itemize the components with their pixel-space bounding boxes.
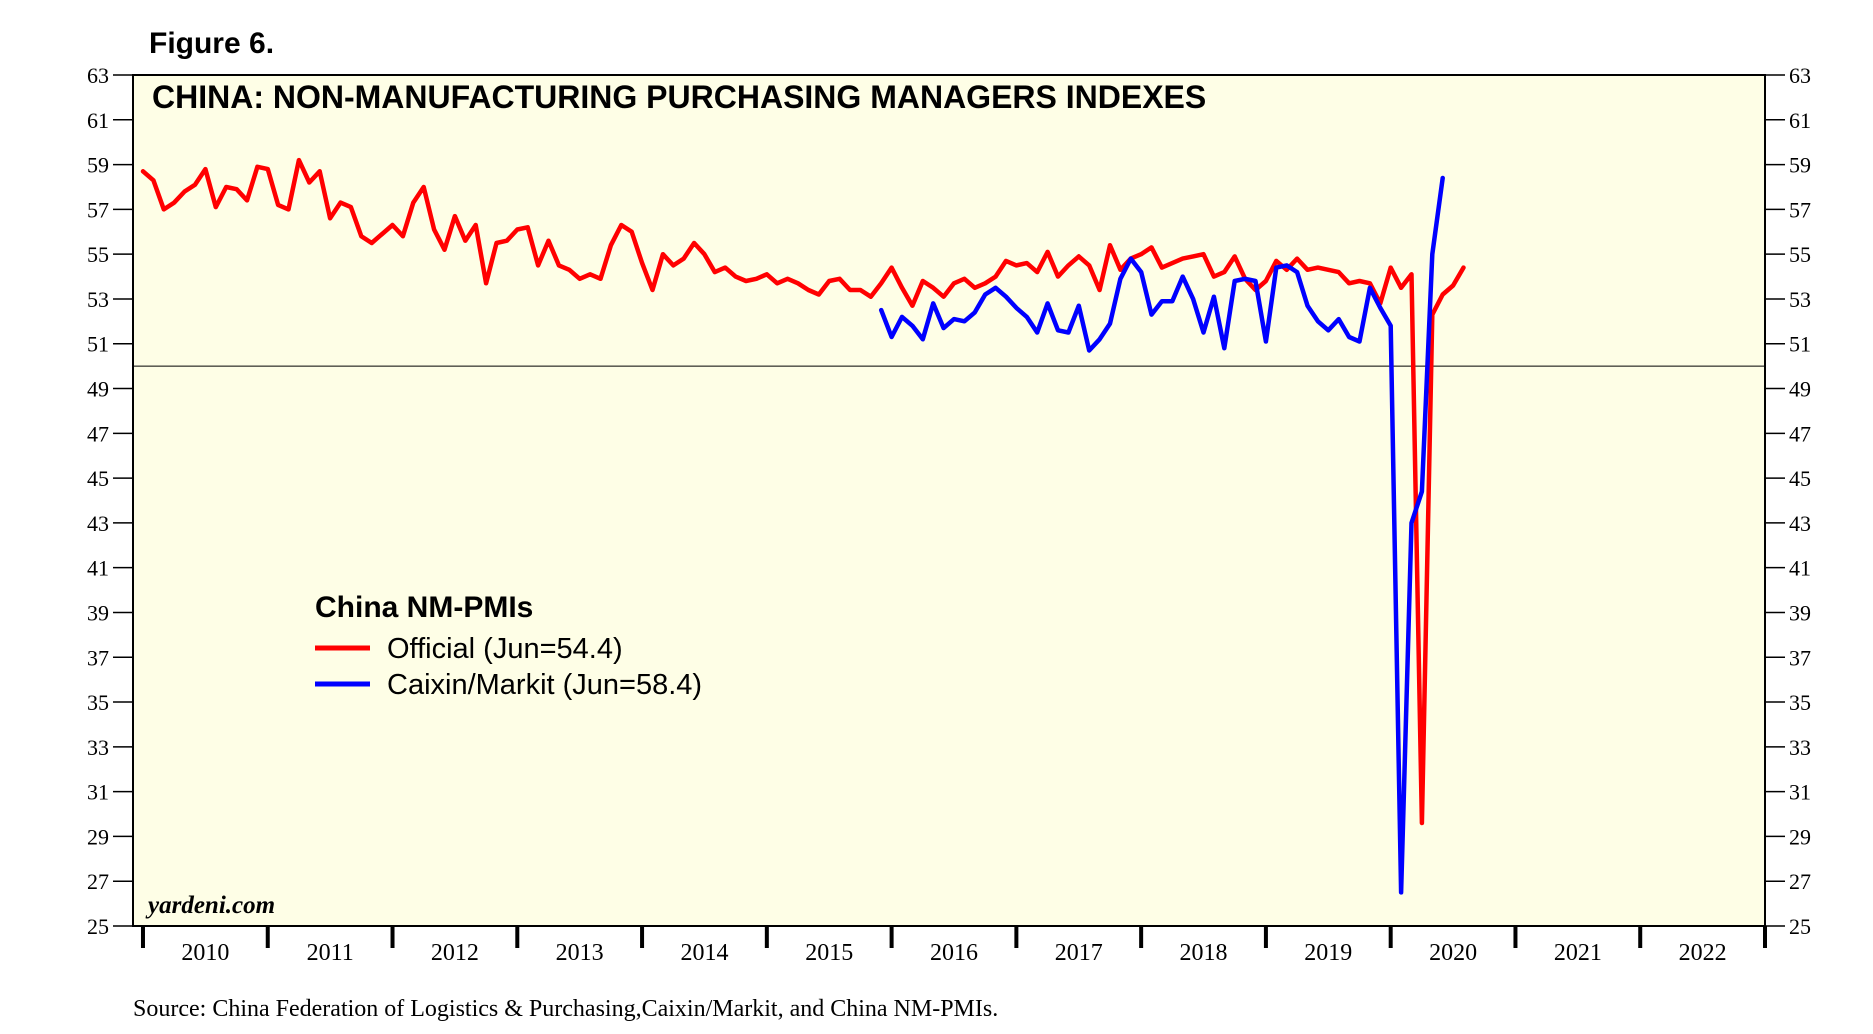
y-tick-label-left: 59 <box>87 153 109 178</box>
series-layer <box>140 157 1466 895</box>
y-tick-label-right: 55 <box>1789 242 1811 267</box>
y-tick-label-left: 37 <box>87 645 109 670</box>
x-tick-label: 2017 <box>1055 940 1103 966</box>
y-tick-label-right: 27 <box>1789 869 1811 894</box>
y-tick-label-right: 63 <box>1789 63 1811 88</box>
x-tick-label: 2018 <box>1180 940 1228 966</box>
x-tick-label: 2019 <box>1304 940 1352 966</box>
y-tick-label-right: 47 <box>1789 421 1811 446</box>
y-tick-label-right: 53 <box>1789 287 1811 312</box>
y-tick-label-right: 61 <box>1789 108 1811 133</box>
y-tick-label-left: 29 <box>87 824 109 849</box>
y-tick-label-left: 41 <box>87 556 109 581</box>
y-tick-label-left: 49 <box>87 377 109 402</box>
y-tick-label-left: 31 <box>87 780 109 805</box>
x-tick-label: 2014 <box>680 940 728 966</box>
y-tick-label-right: 31 <box>1789 780 1811 805</box>
y-tick-label-right: 39 <box>1789 600 1811 625</box>
y-tick-label-left: 57 <box>87 197 109 222</box>
y-tick-label-left: 27 <box>87 869 109 894</box>
x-tick-label: 2021 <box>1554 940 1602 966</box>
x-tick-label: 2013 <box>556 940 604 966</box>
y-tick-label-left: 63 <box>87 63 109 88</box>
chart-title: CHINA: NON-MANUFACTURING PURCHASING MANA… <box>152 79 1206 115</box>
source-note: Source: China Federation of Logistics & … <box>133 996 998 1022</box>
y-tick-label-right: 51 <box>1789 332 1811 357</box>
x-tick-label: 2012 <box>431 940 479 966</box>
figure-label: Figure 6. <box>149 27 274 60</box>
y-tick-label-right: 43 <box>1789 511 1811 536</box>
y-tick-label-left: 53 <box>87 287 109 312</box>
series-line-caixin-markit <box>878 175 1445 895</box>
y-tick-label-right: 57 <box>1789 197 1811 222</box>
series-line-official <box>140 157 1466 826</box>
x-tick-label: 2016 <box>930 940 978 966</box>
y-tick-label-right: 25 <box>1789 914 1811 939</box>
y-tick-label-left: 55 <box>87 242 109 267</box>
y-tick-label-right: 37 <box>1789 645 1811 670</box>
x-tick-label: 2022 <box>1679 940 1727 966</box>
x-tick-label: 2015 <box>805 940 853 966</box>
watermark: yardeni.com <box>145 892 275 919</box>
y-tick-label-right: 35 <box>1789 690 1811 715</box>
x-tick-label: 2020 <box>1429 940 1477 966</box>
y-tick-label-left: 25 <box>87 914 109 939</box>
y-tick-label-left: 51 <box>87 332 109 357</box>
y-tick-label-left: 33 <box>87 735 109 760</box>
y-axis-left: 63 61 59 57 55 53 51 49 47 45 43 41 39 37 35 33 31 29 27 25 <box>87 63 133 939</box>
legend-title: China NM-PMIs <box>315 591 533 624</box>
y-tick-label-right: 49 <box>1789 377 1811 402</box>
y-axis-right: 63 61 59 57 55 53 51 49 47 45 43 41 39 37 35 33 31 29 27 25 <box>1765 63 1811 939</box>
x-axis: 2010 2011 2012 2013 2014 2015 2016 2017 2018 2019… <box>140 926 1767 966</box>
y-tick-label-left: 45 <box>87 466 109 491</box>
legend: China NM-PMIs Official (Jun=54.4) Caixin… <box>315 591 702 701</box>
x-tick-label: 2011 <box>307 940 354 966</box>
x-tick-label: 2010 <box>181 940 229 966</box>
y-tick-label-right: 29 <box>1789 824 1811 849</box>
y-tick-label-left: 39 <box>87 600 109 625</box>
y-tick-label-right: 33 <box>1789 735 1811 760</box>
y-tick-label-left: 35 <box>87 690 109 715</box>
y-tick-label-left: 43 <box>87 511 109 536</box>
plot-area <box>132 74 1766 927</box>
y-tick-label-right: 41 <box>1789 556 1811 581</box>
y-tick-label-left: 61 <box>87 108 109 133</box>
y-tick-label-left: 47 <box>87 421 109 446</box>
legend-caixin-label: Caixin/Markit (Jun=58.4) <box>387 669 702 701</box>
y-tick-label-right: 45 <box>1789 466 1811 491</box>
y-tick-label-right: 59 <box>1789 153 1811 178</box>
legend-official-label: Official (Jun=54.4) <box>387 633 623 665</box>
